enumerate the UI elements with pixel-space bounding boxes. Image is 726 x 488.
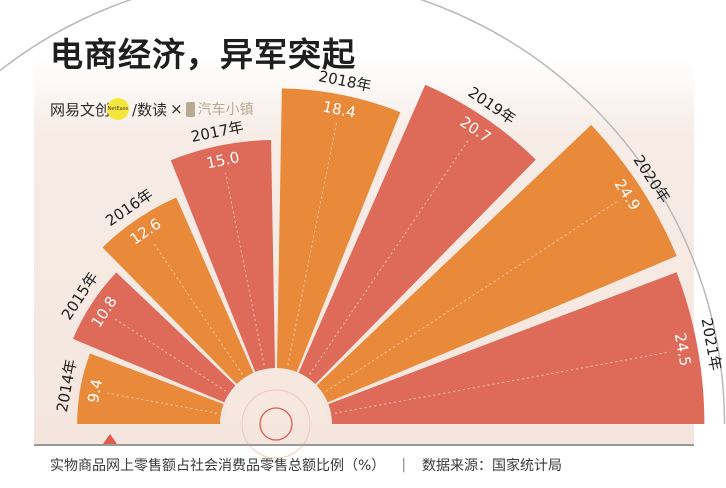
year-label: 2021年: [698, 317, 725, 373]
brand-name-netease: 网易文创: [50, 100, 111, 119]
bar-8: [328, 272, 705, 424]
guide-line: [152, 241, 243, 375]
data-source: 数据来源：国家统计局: [422, 458, 563, 474]
hub-ring: [241, 389, 311, 459]
chart-bars: [72, 84, 705, 424]
bar-1: [77, 353, 224, 424]
hub-fill: [224, 372, 328, 424]
chart-caption: 实物商品网上零售额占社会消费品零售总额比例（%）: [50, 458, 386, 474]
guide-line: [334, 351, 670, 414]
start-marker-icon: [103, 434, 117, 444]
brand-times-sign: ×: [170, 100, 183, 118]
outline-arc: [0, 0, 726, 425]
brand-bar: 网易文创 NetEase /数读 × 汽车小镇: [50, 97, 254, 121]
year-label: 2014年: [53, 358, 80, 414]
chart-hub: [103, 372, 328, 459]
chart-guides: [107, 122, 670, 414]
brand-partner-name: 汽车小镇: [197, 102, 254, 118]
guide-line: [114, 318, 227, 392]
bar-5: [276, 88, 401, 372]
year-label: 2017年: [189, 118, 245, 146]
bar-2: [72, 272, 236, 403]
footer-separator: |: [401, 457, 407, 473]
bar-3: [102, 197, 254, 385]
guide-line: [309, 140, 469, 375]
value-label: 24.5: [671, 331, 695, 367]
hub-center-ring: [259, 407, 293, 441]
guide-line: [287, 122, 338, 366]
guide-line: [107, 392, 218, 414]
partner-logo-icon: [185, 101, 195, 117]
year-label: 2018年: [317, 67, 373, 95]
netease-logo-icon: NetEase: [107, 98, 130, 120]
bar-4: [170, 140, 276, 372]
page-title: 电商经济，异军突起: [50, 35, 356, 74]
footer: 实物商品网上零售额占社会消费品零售总额比例（%） | 数据来源：国家统计局: [50, 455, 690, 475]
value-label: 9.4: [84, 378, 106, 405]
brand-name-shudu: /数读: [132, 100, 168, 119]
chart-outline: [0, 0, 726, 425]
bar-6: [298, 84, 536, 385]
bar-7: [316, 124, 677, 403]
footer-divider: [34, 444, 694, 446]
